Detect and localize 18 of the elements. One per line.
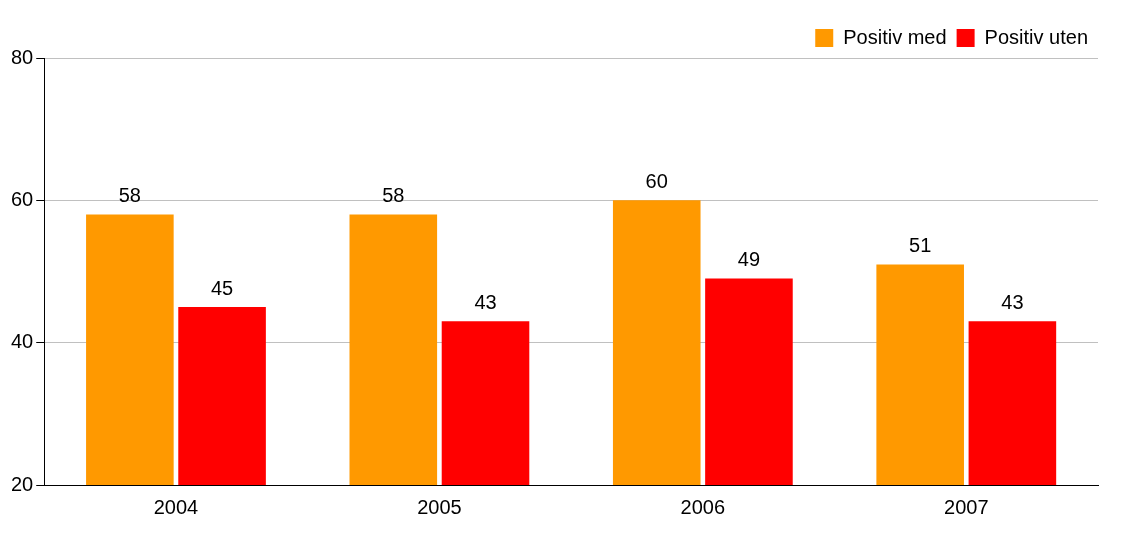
y-tick-label: 60 (11, 187, 34, 210)
x-tick-label: 2007 (944, 495, 989, 518)
data-label: 43 (474, 290, 497, 313)
data-label: 60 (645, 169, 668, 192)
x-tick-label: 2004 (153, 495, 199, 518)
legend-label: Positiv med (843, 25, 947, 48)
x-tick-label: 2005 (417, 495, 462, 518)
data-label: 49 (737, 248, 761, 271)
data-label: 51 (909, 233, 932, 256)
data-label: 58 (118, 184, 141, 207)
y-tick-label: 80 (11, 45, 34, 68)
x-tick-label: 2006 (680, 495, 726, 518)
data-label: 45 (210, 276, 234, 299)
data-label: 43 (1001, 290, 1024, 313)
y-tick-label: 40 (11, 330, 34, 353)
data-label: 58 (382, 184, 405, 207)
y-tick-label: 20 (11, 472, 34, 495)
legend-label: Positiv uten (984, 25, 1088, 48)
